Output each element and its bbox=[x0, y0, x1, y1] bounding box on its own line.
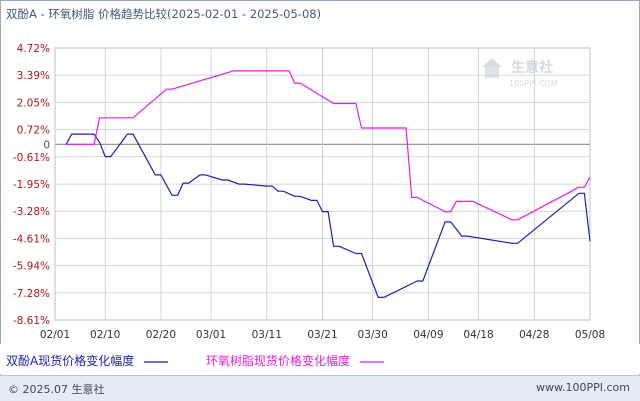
x-tick-label: 04/28 bbox=[519, 329, 549, 341]
legend bbox=[0, 344, 640, 374]
y-tick-label: -3.28% bbox=[13, 206, 50, 218]
legend-item-bpa: 双酚A现货价格变化幅度 bbox=[6, 352, 172, 369]
legend-swatch-bpa bbox=[144, 360, 169, 363]
x-tick-label: 03/30 bbox=[358, 329, 388, 341]
x-tick-label: 02/01 bbox=[40, 329, 70, 341]
legend-swatch-epoxy bbox=[359, 360, 384, 363]
x-tick-label: 05/08 bbox=[575, 329, 605, 341]
y-tick-label: 2.05% bbox=[17, 97, 50, 109]
y-tick-label: -1.95% bbox=[13, 179, 50, 191]
y-tick-label: 4.72% bbox=[17, 43, 50, 55]
watermark-house-body bbox=[485, 67, 499, 78]
y-tick-label: -7.28% bbox=[13, 288, 50, 300]
watermark-name: 生意社 bbox=[511, 59, 553, 76]
y-tick-label: -8.61% bbox=[13, 315, 50, 327]
x-axis: 02/01 02/10 02/20 03/01 03/11 03/21 03/30 04/09… bbox=[40, 329, 605, 341]
y-tick-label: -5.94% bbox=[13, 261, 50, 273]
x-tick-label: 04/18 bbox=[463, 329, 493, 341]
grid bbox=[54, 47, 591, 321]
x-tick-label: 02/20 bbox=[146, 329, 176, 341]
series-lines bbox=[65, 70, 591, 298]
y-axis: 4.72% 3.39% 2.05% 0.72% 0-0.61% -1.95% -3.28% -… bbox=[13, 43, 50, 327]
y-tick-label: -0.61% bbox=[13, 152, 50, 164]
legend-label-epoxy: 环氧树脂现货价格变化幅度 bbox=[206, 354, 351, 368]
footer-bar bbox=[0, 375, 640, 401]
watermark-site: 100PPI.COM bbox=[509, 79, 558, 88]
y-tick-label: 0 bbox=[43, 139, 50, 151]
chart-title: 双酚A - 环氧树脂 价格趋势比较(2025-02-01 - 2025-05-0… bbox=[6, 7, 322, 21]
series-line-bpa bbox=[65, 133, 591, 298]
x-tick-label: 02/10 bbox=[90, 329, 120, 341]
x-tick-label: 04/09 bbox=[413, 329, 443, 341]
watermark-house-icon bbox=[482, 58, 502, 67]
y-tick-label: 3.39% bbox=[17, 70, 50, 82]
footer-site-link[interactable]: www.100PPI.com bbox=[536, 381, 630, 394]
legend-label-bpa: 双酚A现货价格变化幅度 bbox=[6, 354, 135, 368]
footer-copyright: © 2025.07 生意社 bbox=[8, 383, 105, 396]
series-line-epoxy bbox=[66, 70, 591, 221]
x-tick-label: 03/21 bbox=[307, 329, 337, 341]
legend-item-epoxy: 环氧树脂现货价格变化幅度 bbox=[206, 352, 388, 369]
x-tick-label: 03/01 bbox=[196, 329, 226, 341]
y-tick-label: 0.72% bbox=[17, 125, 50, 137]
y-tick-label: -4.61% bbox=[13, 233, 50, 245]
watermark-logo: 生意社 100PPI.COM bbox=[482, 58, 558, 88]
x-tick-label: 03/11 bbox=[252, 329, 282, 341]
